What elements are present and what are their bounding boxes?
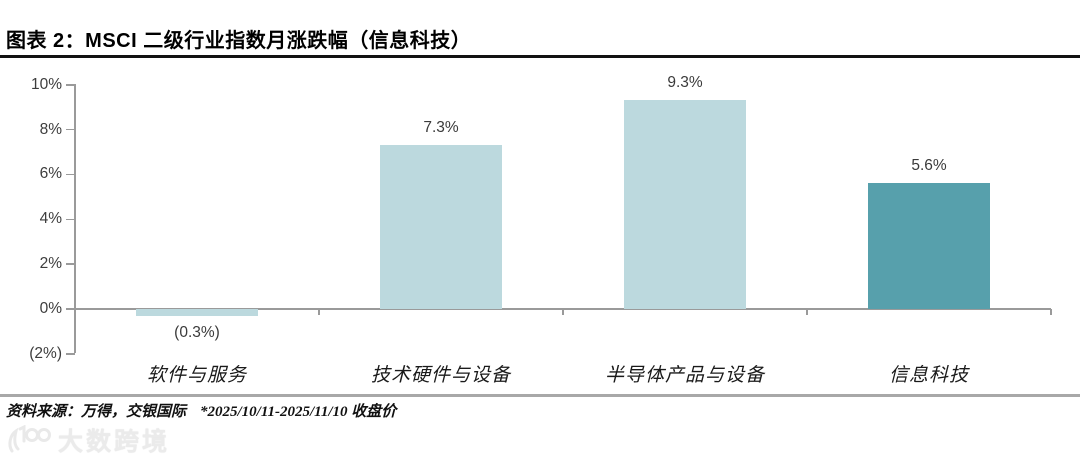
y-axis-tick bbox=[66, 173, 75, 176]
watermark-text: 大数跨境 bbox=[58, 428, 171, 456]
category-label: 半导体产品与设备 bbox=[604, 365, 765, 386]
category-label: 软件与服务 bbox=[146, 365, 247, 386]
y-axis-tick-label: 4% bbox=[39, 210, 62, 228]
category-label: 技术硬件与设备 bbox=[370, 365, 511, 386]
bar bbox=[868, 183, 990, 309]
watermark: 大数跨境 bbox=[6, 422, 170, 458]
y-axis-tick bbox=[66, 263, 75, 265]
x-axis-tick bbox=[562, 309, 564, 315]
y-axis-tick bbox=[66, 218, 75, 221]
source-text: 资料来源：万得，交银国际 bbox=[6, 404, 187, 420]
bar bbox=[136, 309, 258, 316]
bar-value-label: (0.3%) bbox=[174, 323, 220, 341]
title-divider bbox=[0, 55, 1080, 58]
bar-value-label: 7.3% bbox=[423, 119, 459, 137]
category-label: 信息科技 bbox=[888, 365, 969, 386]
source-period: *2025/10/11-2025/11/10 收盘价 bbox=[200, 404, 397, 420]
bar bbox=[380, 145, 502, 309]
y-axis-tick-label: 2% bbox=[39, 255, 62, 273]
y-axis-tick bbox=[66, 84, 75, 86]
zero-baseline bbox=[66, 308, 1051, 310]
y-axis-tick bbox=[66, 353, 75, 355]
y-axis-tick-label: 6% bbox=[39, 165, 62, 183]
x-axis-tick bbox=[1050, 309, 1052, 315]
footer-divider bbox=[0, 394, 1080, 397]
y-axis-tick-label: 8% bbox=[39, 120, 62, 138]
y-axis-tick-label: 0% bbox=[39, 300, 62, 317]
y-axis-line bbox=[74, 84, 76, 353]
watermark-logo-icon bbox=[8, 425, 51, 453]
bar-chart: (2%) 0% 2% 4% 6% 8% 10% (0.3%) 软件与服务 7.3% 技术硬件与设备 9… bbox=[0, 60, 1080, 395]
x-axis-tick bbox=[806, 309, 808, 315]
y-axis-tick bbox=[66, 128, 75, 131]
source-note: 资料来源：万得，交银国际 *2025/10/11-2025/11/10 收盘价 bbox=[6, 400, 396, 421]
x-axis-tick bbox=[318, 309, 320, 315]
y-axis-tick-label: (2%) bbox=[29, 344, 62, 362]
y-axis-tick-label: 10% bbox=[30, 75, 62, 93]
figure-title: 图表 2：MSCI 二级行业指数月涨跌幅（信息科技） bbox=[6, 30, 472, 52]
bar-value-label: 5.6% bbox=[911, 157, 947, 175]
bar bbox=[624, 100, 746, 309]
bar-value-label: 9.3% bbox=[667, 74, 703, 92]
